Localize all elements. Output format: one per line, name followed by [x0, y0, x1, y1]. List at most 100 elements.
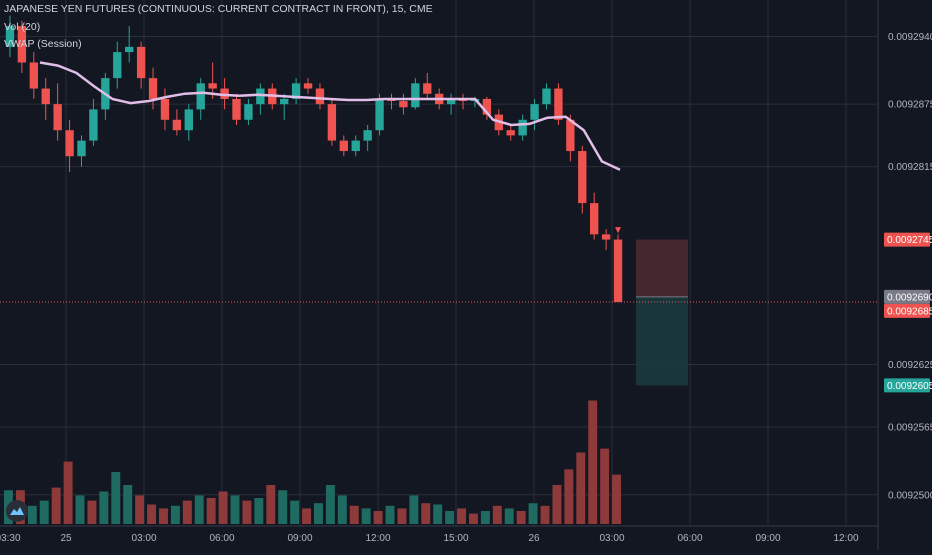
volume-bar	[242, 500, 252, 524]
volume-bar	[254, 498, 264, 524]
volume-bar	[480, 511, 490, 524]
candle-body	[256, 88, 265, 105]
price-label-entry	[884, 289, 930, 304]
x-tick-label: 26	[528, 533, 540, 544]
position-stop-zone[interactable]	[636, 239, 688, 297]
sell-signal-marker	[615, 227, 622, 234]
candle-body	[506, 130, 515, 136]
volume-bar	[349, 505, 359, 524]
x-tick-label: 06:00	[209, 533, 234, 544]
volume-bar	[302, 508, 312, 524]
candle-body	[578, 151, 587, 204]
volume-bar	[39, 500, 49, 524]
price-label-last-text: 0.0092685	[887, 306, 932, 317]
candle-body	[327, 104, 337, 141]
volume-bar	[457, 508, 467, 524]
volume-bar	[87, 500, 97, 524]
volume-bar	[588, 400, 598, 524]
volume-bar	[469, 513, 478, 524]
candle-body	[554, 88, 563, 120]
x-tick-label: 09:00	[755, 533, 780, 544]
price-label-last	[884, 303, 930, 318]
volume-bar	[290, 500, 300, 524]
candle-body	[53, 104, 62, 131]
volume-bar	[182, 500, 192, 524]
candle-body	[530, 104, 539, 120]
vwap-line	[39, 61, 621, 171]
candle-body	[244, 104, 253, 120]
candle-body	[315, 88, 325, 105]
volume-bar	[135, 495, 145, 524]
candle-body	[542, 88, 551, 105]
x-tick-label: 03:00	[599, 533, 624, 544]
y-tick-label: 0.0092625	[888, 360, 932, 371]
candle-body	[41, 88, 50, 105]
candle-body	[601, 234, 611, 240]
volume-bar	[230, 495, 240, 524]
position-target-zone[interactable]	[636, 296, 688, 386]
candle-body	[399, 101, 408, 108]
volume-bar	[111, 472, 121, 524]
volume-bar	[325, 485, 335, 524]
x-tick-label: 09:00	[287, 533, 312, 544]
volume-bar	[361, 508, 371, 524]
candle-body	[17, 26, 27, 63]
volume-bar	[147, 504, 157, 524]
candle-body	[196, 83, 205, 110]
y-tick-label: 0.0092875	[888, 100, 932, 111]
candle-body	[291, 83, 301, 99]
volume-bar	[218, 491, 228, 524]
candle-body	[518, 119, 527, 136]
volume-bar	[206, 498, 216, 524]
volume-bar	[421, 503, 431, 524]
volume-bar	[445, 511, 455, 524]
x-tick-label: 12:00	[833, 533, 858, 544]
volume-bar	[337, 495, 347, 524]
indicator-volume-label[interactable]: Vol (20)	[4, 21, 41, 33]
candle-body	[303, 83, 313, 89]
candle-body	[65, 130, 74, 157]
x-tick-label: 12:00	[365, 533, 390, 544]
candle-body	[423, 83, 432, 94]
volume-bar	[528, 503, 538, 524]
price-label-stop-text: 0.0092745	[887, 235, 932, 246]
candle-body	[148, 78, 158, 99]
volume-bar	[600, 448, 610, 524]
y-tick-label: 0.0092500	[888, 490, 932, 501]
volume-bar	[278, 490, 288, 524]
y-tick-label: 0.0092940	[888, 32, 932, 43]
volume-bar	[576, 452, 586, 524]
volume-bar	[75, 495, 85, 524]
candle-body	[172, 119, 182, 131]
volume-bar	[63, 461, 73, 524]
candle-body	[113, 52, 122, 79]
tradingview-logo-icon	[6, 500, 28, 522]
candle-body	[136, 46, 146, 79]
volume-bar	[564, 469, 574, 524]
candle-body	[77, 140, 86, 157]
volume-bar	[99, 491, 109, 524]
candle-body	[208, 83, 217, 89]
volume-bar	[504, 508, 514, 524]
candle-body	[363, 130, 372, 141]
indicator-vwap-label[interactable]: VWAP (Session)	[4, 38, 82, 50]
volume-bar	[266, 485, 276, 524]
candle-body	[280, 98, 289, 105]
volume-bar	[540, 505, 550, 524]
y-tick-label: 0.0092565	[888, 423, 932, 434]
volume-bar	[409, 495, 419, 524]
volume-bar	[373, 511, 383, 524]
volume-bar	[433, 504, 443, 524]
volume-bar	[552, 485, 562, 524]
x-tick-label: 25	[60, 533, 72, 544]
volume-bar	[51, 487, 61, 524]
candle-body	[590, 203, 599, 235]
candle-body	[613, 239, 623, 303]
candle-body	[411, 83, 420, 108]
volume-bar	[516, 511, 526, 524]
x-tick-label: 06:00	[677, 533, 702, 544]
candle-body	[446, 98, 456, 105]
volume-bar	[385, 505, 395, 524]
